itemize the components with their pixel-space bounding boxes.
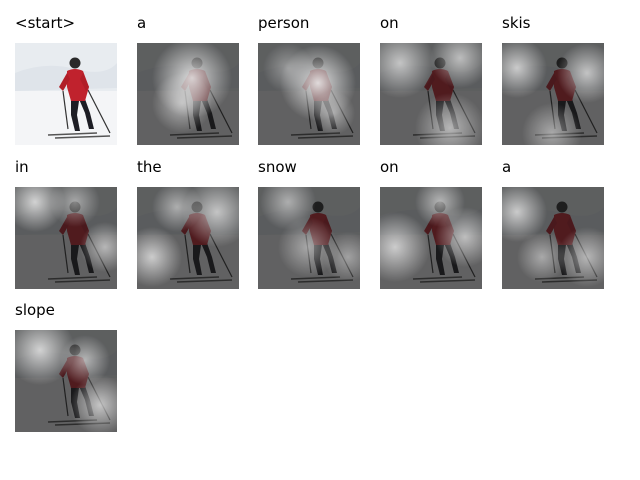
caption-word: <start> bbox=[15, 14, 75, 32]
attention-heatmap-image bbox=[15, 187, 117, 289]
caption-word: a bbox=[502, 158, 511, 176]
caption-word: snow bbox=[258, 158, 297, 176]
caption-word: on bbox=[380, 158, 399, 176]
caption-word: slope bbox=[15, 301, 55, 319]
attention-heatmap-image bbox=[137, 187, 239, 289]
attention-heatmap-image bbox=[502, 187, 604, 289]
attention-heatmap-image bbox=[137, 43, 239, 145]
attention-heatmap-image bbox=[15, 330, 117, 432]
attention-heatmap-image bbox=[258, 43, 360, 145]
caption-word: a bbox=[137, 14, 146, 32]
attention-heatmap-image bbox=[502, 43, 604, 145]
caption-word: in bbox=[15, 158, 29, 176]
attention-heatmap-image bbox=[258, 187, 360, 289]
attention-heatmap-image bbox=[380, 187, 482, 289]
original-photo bbox=[15, 43, 117, 145]
caption-word: on bbox=[380, 14, 399, 32]
caption-word: the bbox=[137, 158, 162, 176]
attention-heatmap-image bbox=[380, 43, 482, 145]
caption-word: person bbox=[258, 14, 309, 32]
caption-word: skis bbox=[502, 14, 530, 32]
